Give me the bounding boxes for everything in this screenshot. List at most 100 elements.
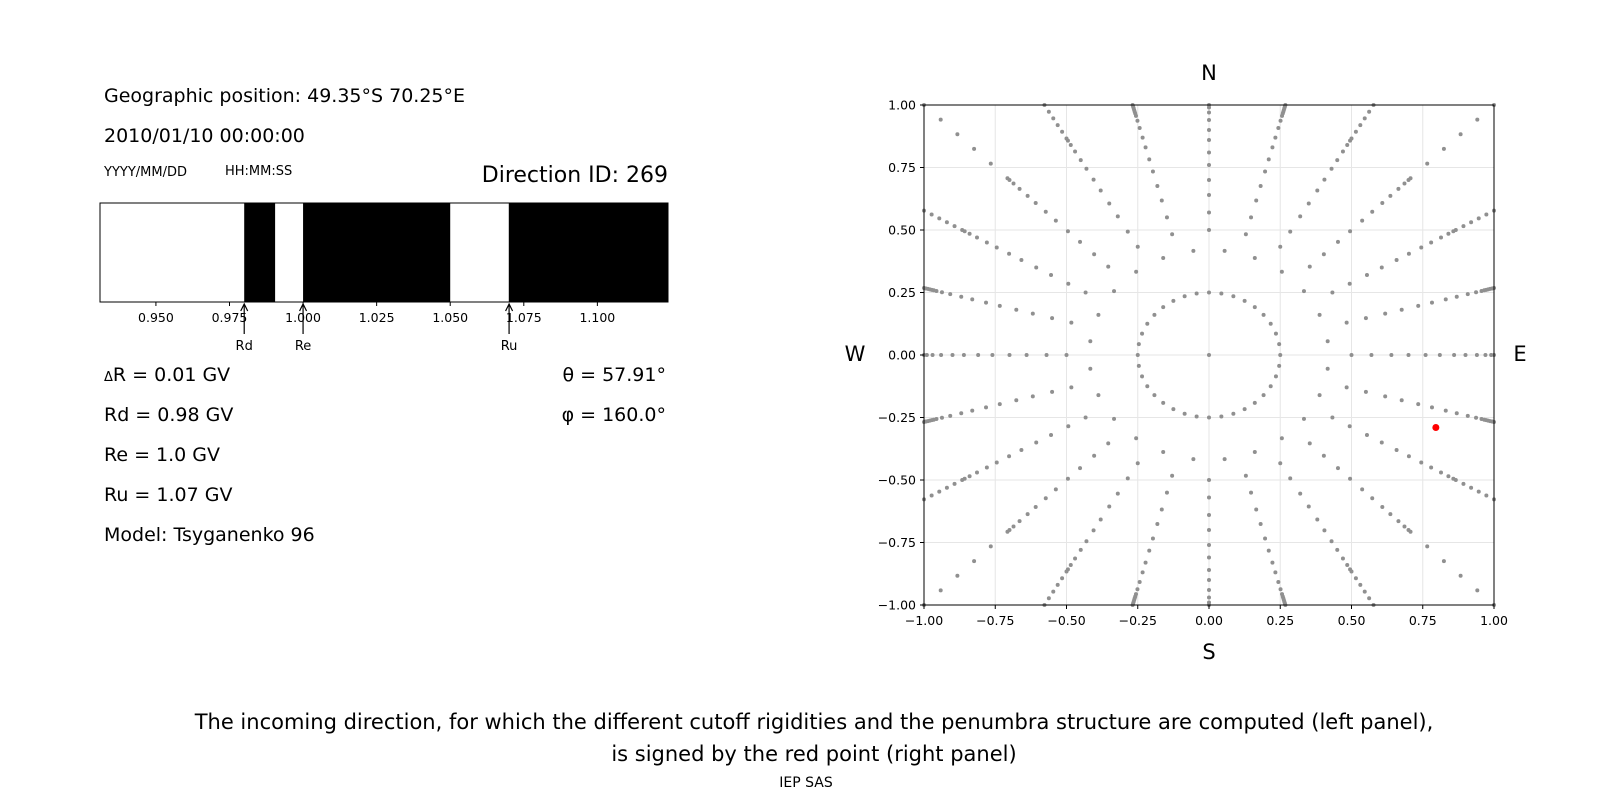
y-tick-label-5: 0.25 bbox=[888, 285, 916, 300]
scatter-point bbox=[1194, 291, 1199, 296]
scatter-point bbox=[1270, 145, 1275, 150]
scatter-point bbox=[1017, 519, 1022, 524]
theta-value: θ = 57.91° bbox=[562, 364, 666, 386]
scatter-point bbox=[967, 231, 972, 236]
scatter-point bbox=[1171, 298, 1176, 303]
scatter-point bbox=[1307, 264, 1312, 269]
caption-line-2: is signed by the red point (right panel) bbox=[611, 742, 1017, 766]
scatter-point bbox=[1207, 353, 1211, 357]
scatter-point bbox=[1083, 290, 1088, 295]
x-tick-label-5: 0.25 bbox=[1266, 613, 1294, 628]
scatter-point bbox=[1007, 353, 1012, 357]
scatter-point bbox=[970, 297, 975, 302]
scatter-point bbox=[1453, 228, 1458, 232]
scatter-point bbox=[1273, 374, 1278, 379]
scatter-point bbox=[1014, 398, 1019, 403]
scatter-point bbox=[1465, 413, 1470, 418]
scatter-point bbox=[1402, 524, 1407, 529]
scatter-point bbox=[1161, 255, 1166, 260]
scatter-point bbox=[997, 303, 1002, 308]
scatter-point bbox=[1107, 201, 1112, 206]
scatter-points bbox=[922, 103, 1496, 607]
scatter-point bbox=[959, 294, 964, 299]
scatter-point bbox=[1399, 398, 1404, 403]
scatter-point bbox=[1454, 411, 1459, 416]
scatter-point bbox=[1011, 181, 1016, 186]
direction-scatter-chart: N S W E −1.00−1.00 −0.75 −0.75 −0.50 −0.50 −0… bbox=[845, 61, 1527, 664]
scatter-point bbox=[1065, 229, 1070, 234]
scatter-point bbox=[1416, 303, 1421, 308]
bar-frame bbox=[99, 202, 669, 303]
x-tick-label-1: −0.75 bbox=[976, 613, 1014, 628]
bar-tick-label-5: 1.075 bbox=[506, 310, 542, 325]
east-label: E bbox=[1513, 342, 1526, 366]
scatter-point bbox=[1049, 273, 1054, 277]
scatter-point bbox=[1060, 129, 1065, 134]
scatter-point bbox=[1367, 596, 1372, 601]
scatter-point bbox=[1060, 576, 1065, 581]
scatter-point bbox=[1207, 578, 1211, 582]
scatter-point bbox=[1115, 214, 1120, 219]
time-format-label: HH:MM:SS bbox=[225, 164, 293, 179]
scatter-point bbox=[1364, 273, 1369, 277]
scatter-point bbox=[1064, 136, 1069, 141]
scatter-point bbox=[1349, 569, 1354, 574]
scatter-point bbox=[1084, 539, 1089, 544]
scatter-point bbox=[948, 292, 953, 297]
marker-arrow-head bbox=[299, 302, 308, 312]
scatter-point bbox=[1301, 416, 1306, 421]
marker-re: Re bbox=[295, 302, 311, 354]
scatter-point bbox=[1364, 433, 1369, 437]
scatter-point bbox=[1423, 353, 1428, 357]
scatter-point bbox=[1360, 487, 1365, 492]
scatter-point bbox=[1406, 251, 1411, 256]
scatter-point bbox=[1096, 393, 1101, 398]
scatter-point bbox=[1348, 229, 1353, 234]
caption-line-1: The incoming direction, for which the di… bbox=[194, 710, 1434, 734]
scatter-point bbox=[1140, 374, 1145, 379]
scatter-point bbox=[1306, 504, 1311, 509]
scatter-point bbox=[1443, 408, 1448, 413]
scatter-point bbox=[1231, 411, 1236, 416]
scatter-point bbox=[1252, 255, 1257, 260]
scatter-point bbox=[1483, 353, 1488, 357]
scatter-point bbox=[1155, 183, 1160, 188]
scatter-point bbox=[1307, 441, 1312, 446]
scatter-point bbox=[1321, 252, 1326, 257]
scatter-point bbox=[1358, 123, 1363, 128]
scatter-point bbox=[1053, 487, 1058, 492]
scatter-point bbox=[1150, 169, 1155, 174]
scatter-point bbox=[1145, 384, 1150, 389]
scatter-point bbox=[1078, 466, 1083, 471]
scatter-point bbox=[1078, 239, 1083, 244]
scatter-point bbox=[1446, 231, 1451, 236]
scatter-point bbox=[1207, 290, 1211, 295]
scatter-point bbox=[952, 224, 957, 229]
scatter-point bbox=[1083, 415, 1088, 420]
scatter-point bbox=[1091, 528, 1096, 533]
scatter-point bbox=[1474, 290, 1479, 295]
scatter-point bbox=[974, 470, 979, 475]
scatter-point bbox=[1064, 353, 1069, 357]
scatter-point bbox=[1429, 240, 1434, 245]
scatter-point bbox=[1330, 415, 1335, 420]
scatter-point bbox=[1017, 186, 1022, 191]
scatter-point bbox=[1278, 587, 1283, 592]
scatter-point bbox=[1484, 493, 1489, 498]
scatter-point bbox=[929, 493, 934, 498]
scatter-point bbox=[1276, 579, 1281, 584]
scatter-point bbox=[961, 353, 966, 357]
scatter-point bbox=[1069, 385, 1074, 390]
scatter-point bbox=[1429, 405, 1434, 410]
scatter-point bbox=[1207, 495, 1211, 500]
scatter-point bbox=[1452, 353, 1457, 357]
scatter-point bbox=[1207, 513, 1211, 517]
scatter-point bbox=[1406, 454, 1411, 459]
scatter-point bbox=[1317, 312, 1322, 317]
scatter-point bbox=[938, 588, 943, 593]
scatter-point bbox=[1362, 589, 1367, 594]
scatter-point bbox=[1347, 281, 1352, 286]
y-tick-label-6: 0.50 bbox=[888, 223, 916, 238]
scatter-point bbox=[1441, 146, 1446, 151]
scatter-point bbox=[1242, 407, 1247, 412]
